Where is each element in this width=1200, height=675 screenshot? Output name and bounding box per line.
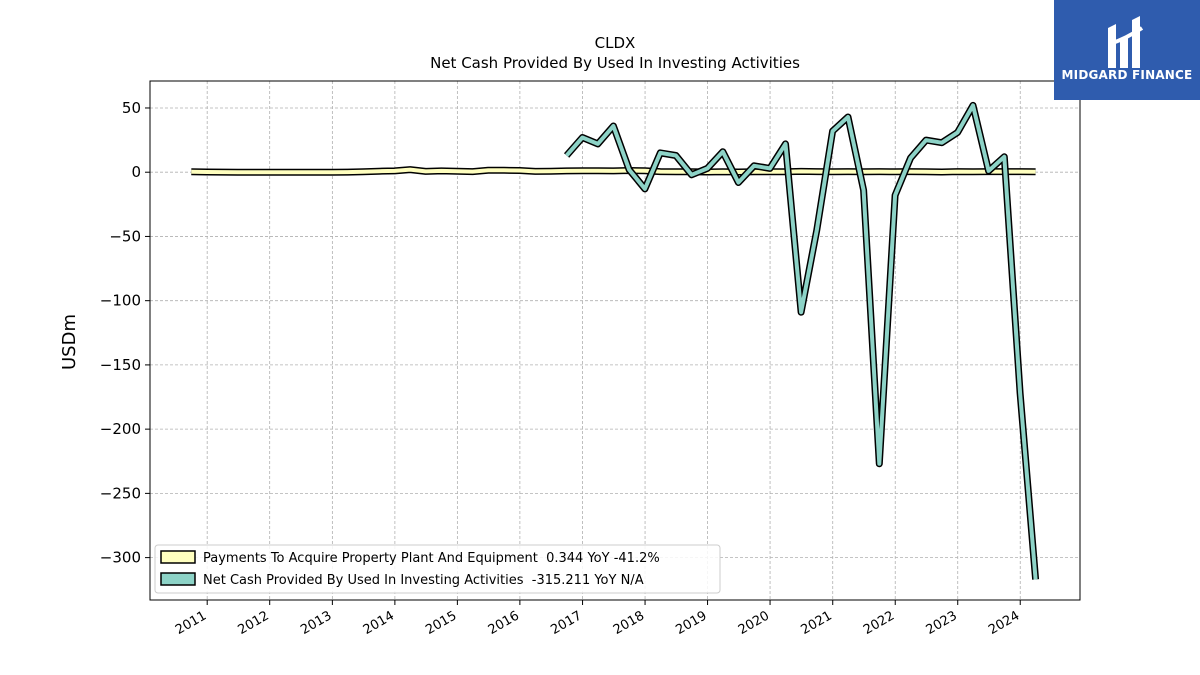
x-tick-label: 2023: [924, 608, 960, 638]
x-tick-label: 2015: [423, 608, 459, 638]
x-tick-label: 2016: [486, 608, 522, 638]
x-tick-label: 2018: [611, 608, 647, 638]
chart-subtitle: Net Cash Provided By Used In Investing A…: [430, 54, 800, 72]
plot-frame: [149, 80, 1081, 601]
legend-swatch-investing: [160, 572, 196, 586]
legend-label-investing: Net Cash Provided By Used In Investing A…: [203, 573, 644, 588]
y-tick-label: −150: [100, 356, 141, 374]
y-tick-label: −200: [100, 420, 141, 438]
brand-logo: MIDGARD FINANCE: [1054, 0, 1200, 100]
logo-text: MIDGARD FINANCE: [1061, 68, 1193, 82]
x-tick-label: 2012: [236, 608, 272, 638]
midgard-logo-icon: [1108, 16, 1144, 68]
x-tick-label: 2013: [298, 608, 334, 638]
x-tick-label: 2021: [799, 608, 835, 638]
grid: [150, 81, 1080, 600]
series-line-0: [191, 166, 1036, 176]
plot-lines: [191, 101, 1040, 580]
legend-box: [154, 544, 721, 594]
x-tick-label: 2024: [986, 608, 1022, 638]
x-tick-label: 2011: [173, 608, 209, 638]
legend-label-ppe: Payments To Acquire Property Plant And E…: [203, 551, 660, 566]
x-tick-label: 2020: [736, 608, 772, 638]
y-axis-label: USDm: [59, 314, 80, 370]
y-tick-label: −250: [100, 484, 141, 502]
x-tick-label: 2017: [548, 608, 584, 638]
series-stroke: [191, 167, 1036, 175]
x-tick-label: 2014: [361, 608, 397, 638]
x-tick-label: 2022: [861, 608, 897, 638]
series-stroke: [565, 103, 1038, 580]
y-axis: 50 0 −50 −100 −150 −200 −250 −300: [100, 99, 150, 567]
y-tick-label: 0: [131, 163, 141, 181]
legend: Payments To Acquire Property Plant And E…: [154, 544, 721, 594]
y-tick-label: −100: [100, 292, 141, 310]
x-axis: 2011 2012 2013 2014 2015 2016 2017 2018 2019 2020…: [173, 600, 1022, 638]
series-line-1: [563, 101, 1040, 580]
y-tick-label: 50: [122, 99, 141, 117]
x-tick-label: 2019: [673, 608, 709, 638]
y-tick-label: −50: [109, 227, 141, 245]
legend-swatch-ppe: [160, 550, 196, 564]
chart-title: CLDX: [595, 34, 636, 52]
y-tick-label: −300: [100, 549, 141, 567]
